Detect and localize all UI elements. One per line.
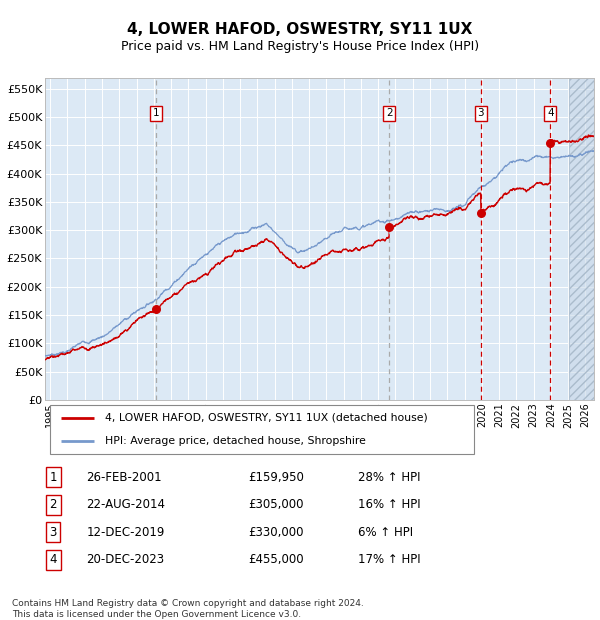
Text: 20-DEC-2023: 20-DEC-2023 bbox=[86, 553, 164, 566]
Text: 3: 3 bbox=[478, 108, 484, 118]
FancyBboxPatch shape bbox=[50, 405, 474, 454]
Text: £455,000: £455,000 bbox=[248, 553, 304, 566]
Point bbox=[476, 208, 486, 218]
Text: 22-AUG-2014: 22-AUG-2014 bbox=[86, 498, 165, 511]
Text: 2: 2 bbox=[386, 108, 392, 118]
Text: 3: 3 bbox=[50, 526, 57, 539]
Text: 4: 4 bbox=[547, 108, 554, 118]
Text: 4, LOWER HAFOD, OSWESTRY, SY11 1UX (detached house): 4, LOWER HAFOD, OSWESTRY, SY11 1UX (deta… bbox=[105, 413, 427, 423]
Point bbox=[152, 304, 161, 314]
Bar bbox=[569, 78, 594, 400]
Text: 1: 1 bbox=[153, 108, 160, 118]
Text: 4: 4 bbox=[49, 553, 57, 566]
Text: 2: 2 bbox=[49, 498, 57, 511]
Text: HPI: Average price, detached house, Shropshire: HPI: Average price, detached house, Shro… bbox=[105, 436, 365, 446]
Point bbox=[385, 223, 394, 232]
Text: 16% ↑ HPI: 16% ↑ HPI bbox=[358, 498, 421, 511]
Text: 4, LOWER HAFOD, OSWESTRY, SY11 1UX: 4, LOWER HAFOD, OSWESTRY, SY11 1UX bbox=[127, 22, 473, 37]
Text: £305,000: £305,000 bbox=[248, 498, 304, 511]
Text: 26-FEB-2001: 26-FEB-2001 bbox=[86, 471, 162, 484]
Text: Price paid vs. HM Land Registry's House Price Index (HPI): Price paid vs. HM Land Registry's House … bbox=[121, 40, 479, 53]
Text: 28% ↑ HPI: 28% ↑ HPI bbox=[358, 471, 421, 484]
Text: 17% ↑ HPI: 17% ↑ HPI bbox=[358, 553, 421, 566]
Text: Contains HM Land Registry data © Crown copyright and database right 2024.
This d: Contains HM Land Registry data © Crown c… bbox=[12, 600, 364, 619]
Point bbox=[545, 138, 555, 148]
Text: 12-DEC-2019: 12-DEC-2019 bbox=[86, 526, 164, 539]
Text: £330,000: £330,000 bbox=[248, 526, 304, 539]
Bar bbox=[569, 78, 594, 400]
Text: £159,950: £159,950 bbox=[248, 471, 304, 484]
Text: 6% ↑ HPI: 6% ↑ HPI bbox=[358, 526, 413, 539]
Text: 1: 1 bbox=[49, 471, 57, 484]
